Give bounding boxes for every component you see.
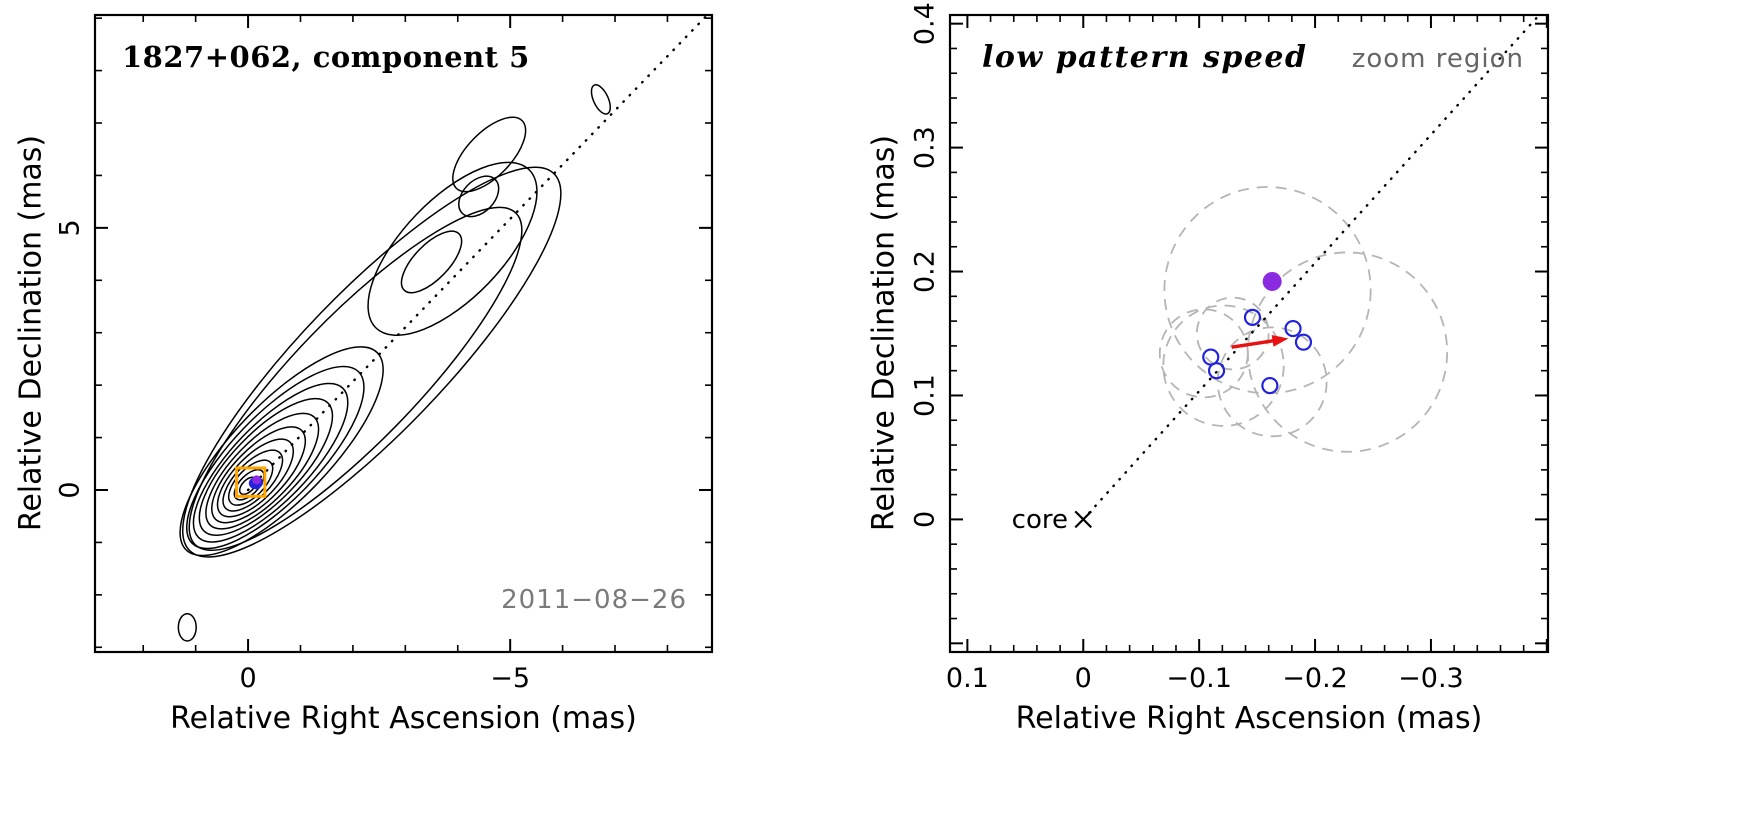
velocity-arrow-head (1271, 334, 1289, 347)
zoom-region-label: zoom region (1351, 44, 1524, 74)
contour-line (227, 459, 274, 506)
contour-line (211, 426, 307, 524)
contour-line (400, 230, 463, 294)
contour-line (452, 116, 527, 193)
x-tick-label: 0.1 (946, 663, 989, 694)
component-position-point (1284, 319, 1302, 338)
component-position-point (1207, 362, 1226, 380)
axes-frame (948, 13, 1550, 654)
pattern-speed-label: low pattern speed (982, 40, 1308, 75)
contour-line (198, 397, 334, 537)
contour-line (233, 468, 265, 501)
contour-line (205, 412, 320, 530)
contour-line (179, 346, 384, 557)
y-tick-label: 0.4 (910, 2, 941, 45)
beam-size-circle (1195, 296, 1270, 371)
velocity-arrow-shaft (1231, 338, 1277, 349)
x-tick-label: −0.2 (1282, 663, 1348, 694)
x-tick-label: −0.1 (1166, 663, 1232, 694)
y-tick-label: 0 (55, 481, 86, 498)
contour-line (177, 612, 197, 642)
axes-frame (93, 13, 714, 654)
current-epoch-point (1262, 271, 1282, 291)
zoom-box (235, 466, 267, 498)
contour-line (216, 438, 295, 518)
contour-line (181, 166, 562, 558)
jet-axis-dotted-line (1082, 13, 1541, 521)
contour-line (188, 206, 523, 551)
y-tick-label: 0.1 (910, 374, 941, 417)
right-y-axis-title: Relative Declination (mas) (866, 134, 902, 532)
jet-axis-dotted-line (246, 13, 709, 492)
left-x-axis-title: Relative Right Ascension (mas) (170, 701, 637, 736)
core-label: core (1011, 505, 1068, 535)
y-tick-label: 0 (910, 511, 941, 528)
beam-size-circle (1162, 304, 1285, 427)
y-tick-label: 0.2 (910, 250, 941, 293)
x-tick-label: −0.3 (1398, 663, 1464, 694)
x-tick-label: 0 (1075, 663, 1092, 694)
current-epoch-point (252, 475, 262, 485)
component-position-point (1243, 308, 1262, 326)
component-position-point (1294, 333, 1313, 351)
contour-line (192, 382, 349, 543)
component-position-point (1261, 376, 1279, 395)
beam-size-circle (1158, 308, 1249, 399)
contour-line (590, 84, 612, 115)
source-component-label: 1827+062, component 5 (122, 40, 530, 74)
beam-size-circle (1163, 186, 1372, 395)
contour-line (367, 161, 538, 336)
contour-line (458, 175, 500, 218)
y-tick-label: 0.3 (910, 126, 941, 169)
core-x-marker (1074, 510, 1093, 529)
right-x-axis-title: Relative Right Ascension (mas) (1015, 701, 1483, 736)
y-tick-label: 5 (55, 219, 86, 236)
epoch-date-label: 2011−08−26 (501, 585, 687, 615)
contour-line (185, 365, 365, 550)
left-y-axis-title: Relative Declination (mas) (13, 134, 49, 532)
x-tick-label: 0 (239, 663, 256, 694)
x-tick-label: −5 (490, 663, 530, 694)
beam-size-circle (1216, 326, 1328, 438)
